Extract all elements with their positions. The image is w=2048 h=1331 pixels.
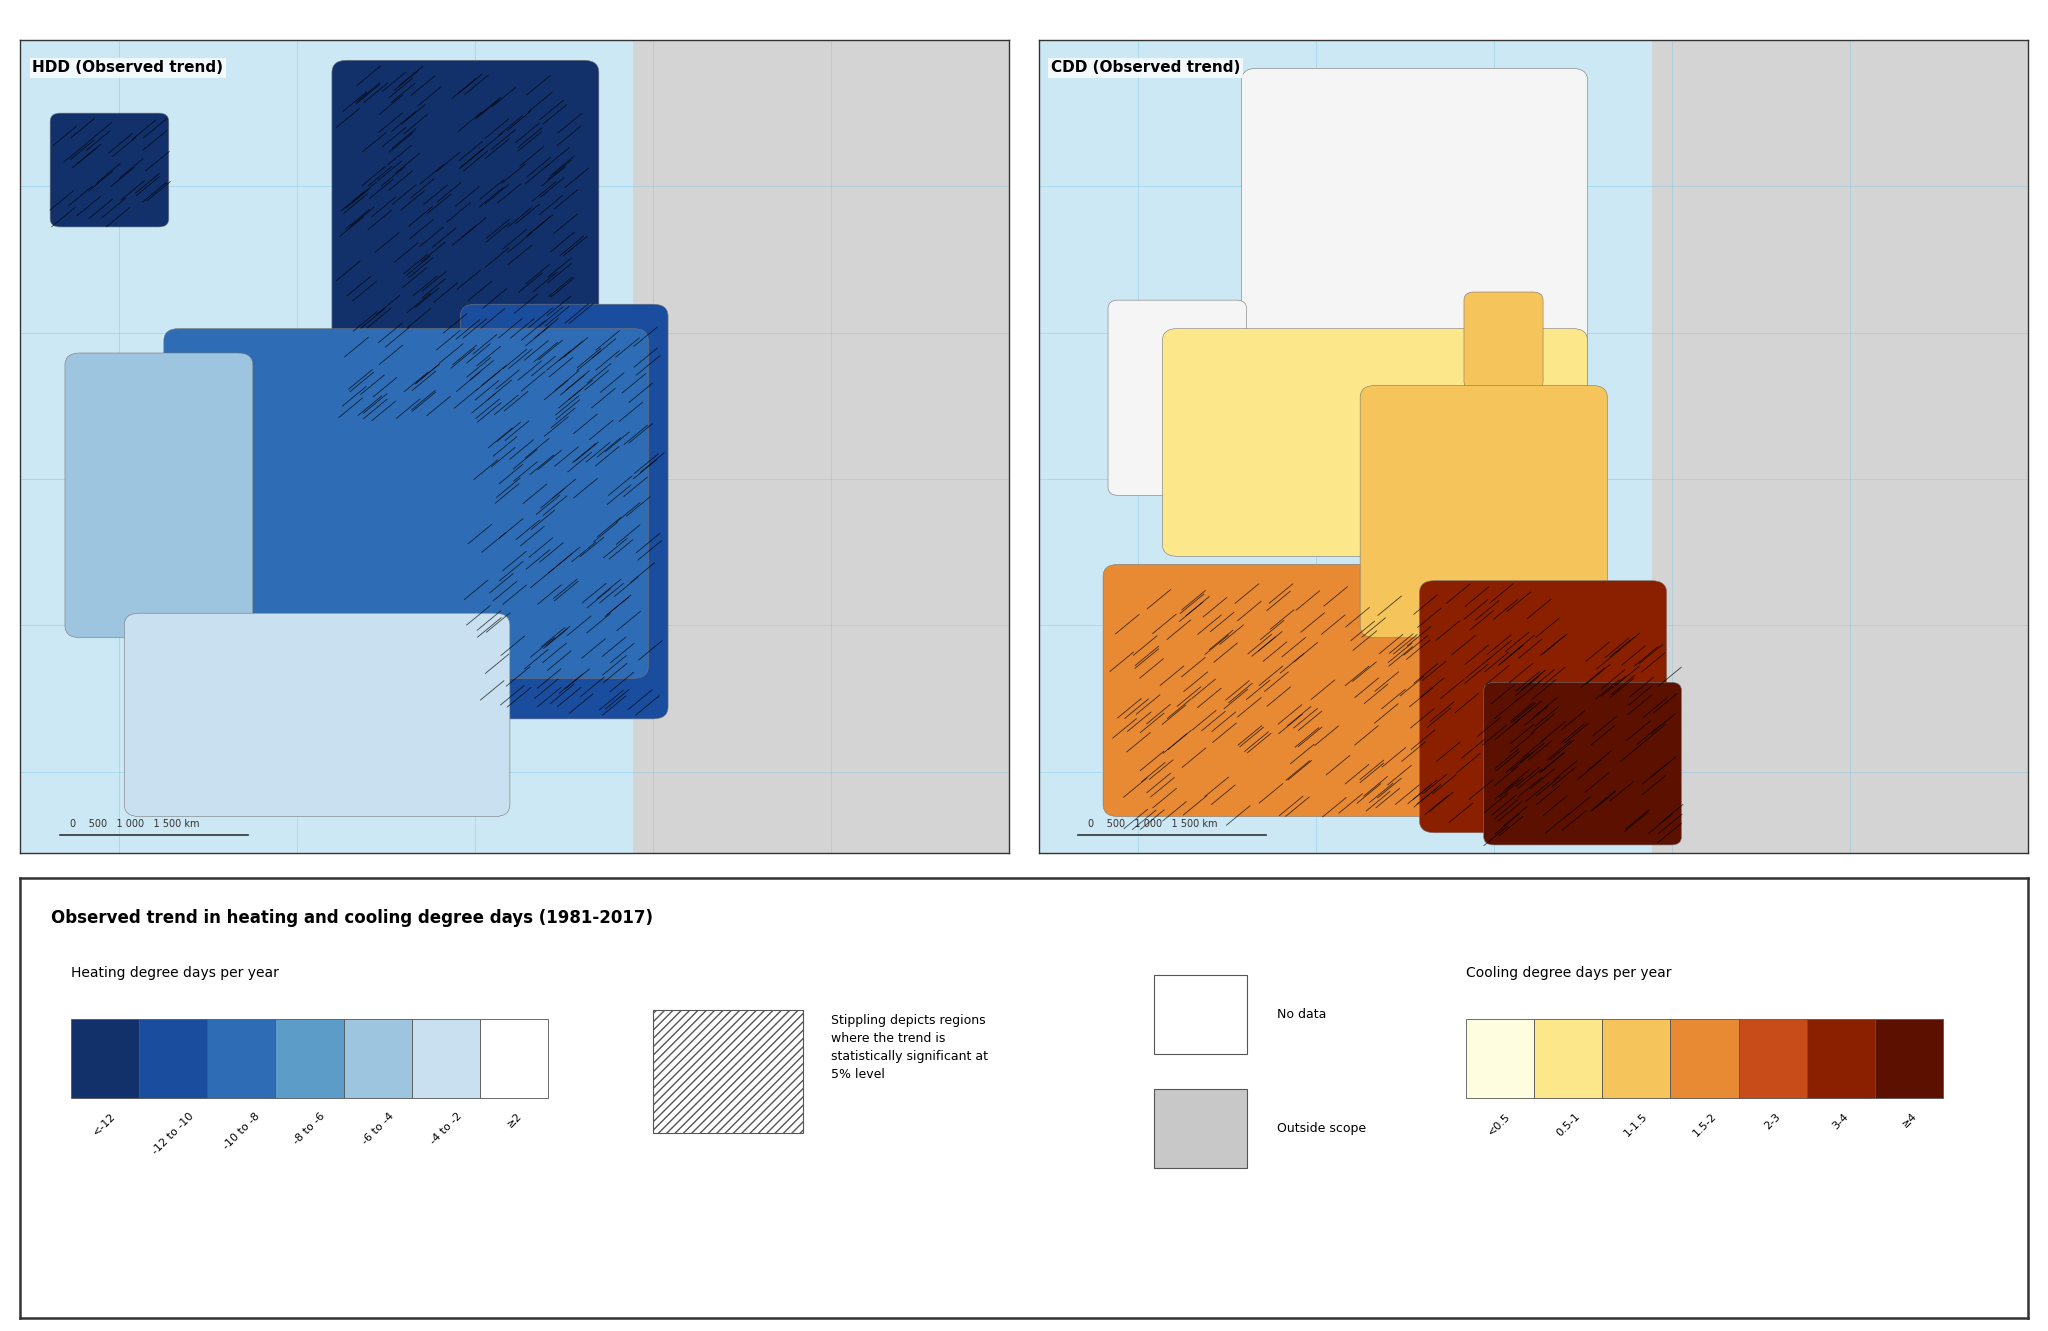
- Bar: [653, 1010, 803, 1133]
- Text: ≥2: ≥2: [506, 1111, 524, 1130]
- Text: 1.5-2: 1.5-2: [1692, 1111, 1718, 1138]
- Text: <0.5: <0.5: [1487, 1111, 1513, 1137]
- FancyBboxPatch shape: [164, 329, 649, 679]
- Bar: [207, 1018, 274, 1098]
- Bar: [274, 1018, 344, 1098]
- Bar: [344, 1018, 412, 1098]
- FancyBboxPatch shape: [1464, 291, 1542, 390]
- Bar: [1876, 1018, 1944, 1098]
- Text: Heating degree days per year: Heating degree days per year: [70, 966, 279, 980]
- FancyBboxPatch shape: [1419, 580, 1667, 833]
- Text: ≥4: ≥4: [1901, 1111, 1919, 1130]
- FancyBboxPatch shape: [1241, 68, 1587, 394]
- FancyBboxPatch shape: [49, 113, 168, 228]
- FancyBboxPatch shape: [332, 60, 598, 426]
- Text: Observed trend in heating and cooling degree days (1981-2017): Observed trend in heating and cooling de…: [51, 909, 653, 926]
- Text: -6 to -4: -6 to -4: [360, 1111, 395, 1146]
- Bar: [1806, 1018, 1876, 1098]
- Text: CDD (Observed trend): CDD (Observed trend): [1051, 60, 1241, 76]
- FancyBboxPatch shape: [125, 614, 510, 816]
- Text: Cooling degree days per year: Cooling degree days per year: [1466, 966, 1671, 980]
- Text: 0    500   1 000   1 500 km: 0 500 1 000 1 500 km: [70, 819, 199, 829]
- Bar: [1671, 1018, 1739, 1098]
- FancyBboxPatch shape: [66, 353, 252, 638]
- FancyBboxPatch shape: [1483, 683, 1681, 845]
- Text: HDD (Observed trend): HDD (Observed trend): [33, 60, 223, 76]
- Text: -10 to -8: -10 to -8: [221, 1111, 262, 1151]
- Bar: [1602, 1018, 1671, 1098]
- Text: <-12: <-12: [92, 1111, 119, 1138]
- FancyBboxPatch shape: [461, 305, 668, 719]
- Bar: [1534, 1018, 1602, 1098]
- Text: 0    500   1 000   1 500 km: 0 500 1 000 1 500 km: [1087, 819, 1219, 829]
- Text: -8 to -6: -8 to -6: [291, 1111, 328, 1146]
- Bar: [479, 1018, 549, 1098]
- Bar: [412, 1018, 479, 1098]
- Text: No data: No data: [1276, 1008, 1327, 1021]
- FancyBboxPatch shape: [1163, 329, 1587, 556]
- Bar: [1155, 974, 1247, 1054]
- Text: Stippling depicts regions
where the trend is
statistically significant at
5% lev: Stippling depicts regions where the tren…: [831, 1014, 989, 1081]
- FancyBboxPatch shape: [1108, 301, 1247, 495]
- FancyBboxPatch shape: [1360, 386, 1608, 638]
- Bar: [70, 1018, 139, 1098]
- Bar: [633, 40, 1010, 853]
- Bar: [1653, 40, 2028, 853]
- Bar: [1739, 1018, 1806, 1098]
- FancyBboxPatch shape: [1104, 564, 1569, 816]
- Text: -4 to -2: -4 to -2: [428, 1111, 463, 1147]
- Text: 3-4: 3-4: [1831, 1111, 1851, 1131]
- Bar: [139, 1018, 207, 1098]
- Bar: [1155, 1089, 1247, 1169]
- Text: Outside scope: Outside scope: [1276, 1122, 1366, 1135]
- Text: 1-1.5: 1-1.5: [1622, 1111, 1651, 1138]
- Text: -12 to -10: -12 to -10: [150, 1111, 197, 1157]
- Text: 0.5-1: 0.5-1: [1554, 1111, 1581, 1138]
- Text: 2-3: 2-3: [1763, 1111, 1782, 1131]
- Bar: [1466, 1018, 1534, 1098]
